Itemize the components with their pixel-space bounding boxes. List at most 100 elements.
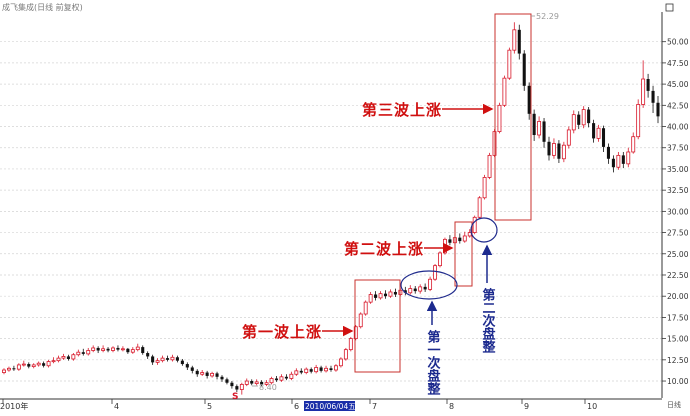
wave2-box (454, 221, 473, 287)
date-cursor-bg (304, 401, 355, 411)
candle (120, 346, 125, 352)
candle-body (16, 364, 21, 370)
annotation-shapes (354, 13, 532, 373)
candle-body (220, 376, 224, 380)
candle (403, 286, 407, 296)
candle (200, 370, 205, 376)
candle (651, 85, 655, 113)
period-label[interactable]: 日线 (667, 400, 681, 409)
candle (46, 359, 51, 368)
candle-body (185, 364, 189, 368)
candle (353, 325, 358, 341)
candle-body (244, 380, 249, 385)
candle (239, 382, 244, 395)
candle (155, 358, 160, 365)
candle-body (2, 369, 6, 373)
annotation-arrows (322, 103, 494, 337)
candle (170, 354, 175, 362)
candle-body (329, 368, 333, 371)
candle (561, 141, 566, 163)
candle (130, 347, 135, 354)
candle (482, 174, 487, 200)
top-right-marker[interactable] (665, 3, 674, 12)
consolidation1-ellipse (400, 270, 458, 300)
candle-body (101, 348, 106, 351)
candle-body (522, 53, 526, 86)
candle (408, 285, 413, 295)
y-tick-label: 37.50 (667, 144, 689, 153)
y-tick-label: 32.50 (667, 186, 689, 195)
candle-body (86, 350, 91, 355)
candle-body (190, 367, 194, 371)
candle-body (512, 29, 517, 51)
candle (185, 362, 189, 371)
candle-body (616, 154, 621, 168)
candle-body (581, 109, 586, 126)
candle-body (294, 370, 299, 375)
candle-body (111, 347, 115, 351)
x-label-2010: 2010年 (0, 401, 28, 411)
candle-body (250, 381, 254, 384)
candle-body (205, 372, 209, 376)
candle (656, 95, 660, 124)
candle-body (438, 252, 442, 267)
candle (304, 367, 309, 375)
candle (215, 371, 219, 380)
candle-body (160, 357, 165, 362)
candle (507, 47, 512, 80)
candle (244, 378, 249, 387)
candle-body (239, 384, 244, 390)
candle-body (180, 360, 184, 365)
candle-body (646, 79, 650, 91)
candle-body (433, 265, 437, 280)
candle (135, 343, 140, 352)
y-tick-label: 47.50 (667, 59, 689, 68)
candle (279, 374, 284, 382)
candle (383, 290, 388, 299)
candle (497, 102, 502, 134)
candle (210, 371, 215, 378)
wave3-box (494, 13, 532, 221)
candle (116, 345, 120, 352)
candle (146, 351, 150, 359)
candle (250, 379, 254, 386)
candle-body (656, 102, 660, 117)
candle (338, 357, 343, 368)
candle (81, 348, 85, 356)
candle (358, 312, 363, 329)
candle-body (76, 351, 81, 356)
candle (393, 288, 397, 298)
candle-body (141, 347, 145, 354)
s-marker[interactable]: S (232, 392, 238, 402)
candle (512, 22, 517, 54)
candle (91, 345, 96, 353)
candle (334, 364, 338, 372)
candle (160, 355, 165, 363)
x-axis-ticks (2, 399, 586, 404)
candle (16, 363, 21, 371)
candle-body (210, 372, 215, 377)
candle-body (274, 378, 279, 381)
candle-body (621, 155, 625, 164)
candle-body (319, 367, 323, 371)
candle (423, 283, 427, 292)
candle-body (374, 294, 378, 298)
candle (552, 138, 556, 159)
date-cursor-label[interactable]: 2010/06/04五 (305, 402, 356, 411)
candle (235, 384, 239, 393)
candle (566, 126, 571, 149)
candle-body (31, 364, 36, 368)
consolidation2-ellipse (470, 217, 498, 243)
candle-body (601, 128, 606, 147)
candle (587, 107, 591, 128)
candle-body (651, 90, 655, 103)
candle-body (269, 378, 274, 384)
wave2-label: 第二波上涨 (344, 240, 424, 258)
candle-body (81, 352, 85, 354)
candle (71, 353, 76, 361)
candle-body (71, 354, 76, 360)
y-tick-label: 35.00 (667, 165, 689, 174)
candle-body (413, 288, 417, 292)
candle (418, 284, 423, 294)
